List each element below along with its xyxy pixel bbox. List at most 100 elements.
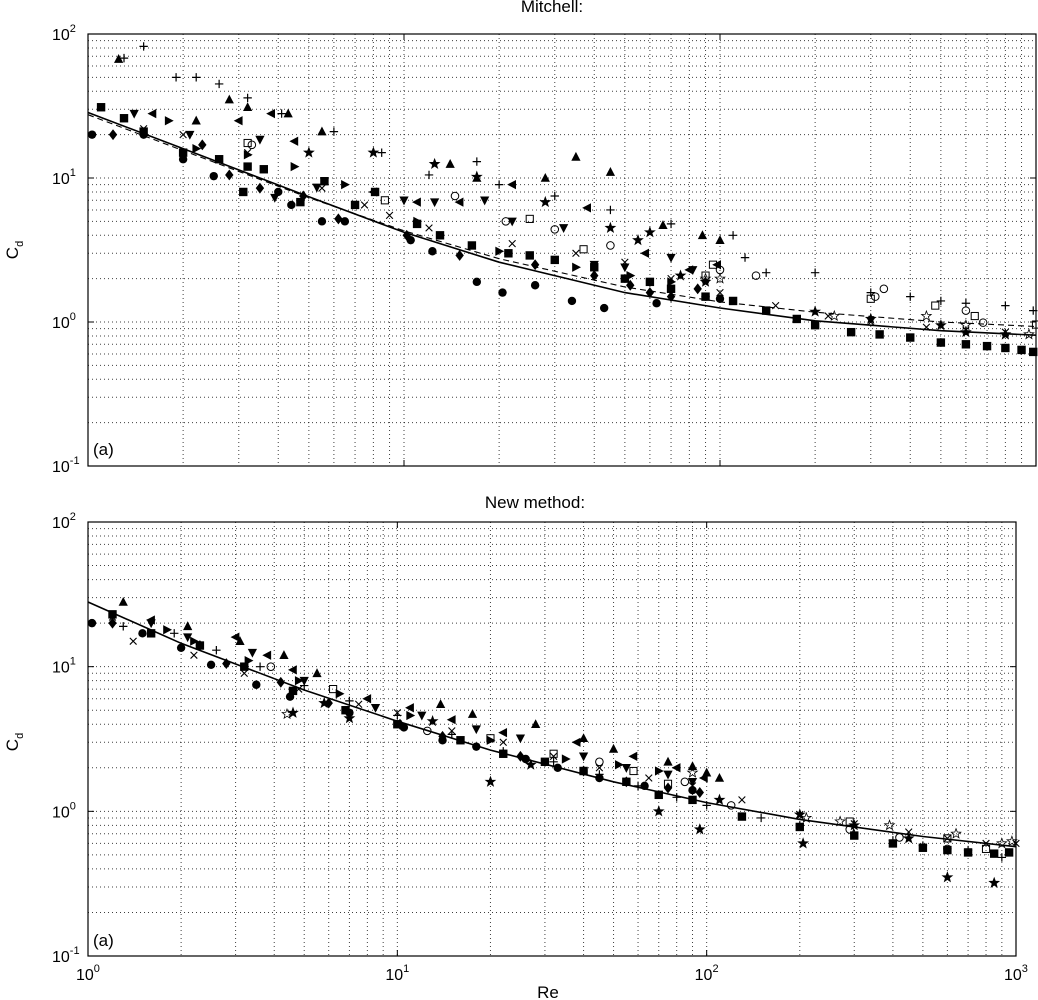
marker-x-cross xyxy=(824,312,832,320)
panel-title: New method: xyxy=(485,493,585,512)
marker-square-filled xyxy=(350,200,360,210)
marker-circle-filled xyxy=(176,643,186,653)
marker-circle-open xyxy=(751,271,761,280)
marker-plus xyxy=(795,821,804,830)
marker-plus xyxy=(702,801,711,810)
marker-square-filled xyxy=(214,155,224,164)
marker-triangle-down-filled xyxy=(299,676,309,686)
marker-star xyxy=(848,819,861,831)
marker-x-cross xyxy=(738,796,746,804)
marker-triangle-up-filled xyxy=(578,733,589,743)
marker-circle-filled xyxy=(317,217,327,226)
marker-circle-filled xyxy=(567,296,577,306)
marker-square-open xyxy=(701,271,710,280)
marker-circle-open xyxy=(961,306,971,315)
marker-circle-filled xyxy=(178,155,188,164)
marker-plus xyxy=(549,757,558,766)
marker-star xyxy=(941,871,954,883)
panel-label: (a) xyxy=(93,440,114,459)
marker-square-filled xyxy=(666,284,676,294)
marker-triangle-right-filled xyxy=(572,262,581,272)
marker-triangle-up-filled xyxy=(605,166,616,176)
marker-square-filled xyxy=(456,736,465,745)
marker-square-open xyxy=(981,844,991,853)
marker-square-open xyxy=(970,311,979,321)
marker-plus xyxy=(212,645,221,655)
marker-x-cross xyxy=(943,834,952,843)
marker-x-cross xyxy=(667,274,675,283)
marker-star xyxy=(426,714,439,727)
marker-x-cross xyxy=(621,258,629,266)
marker-x-cross xyxy=(243,148,252,157)
marker-plus xyxy=(963,845,973,855)
svg-text:Cd: Cd xyxy=(3,733,26,751)
grid xyxy=(88,522,1016,956)
marker-x-cross xyxy=(922,323,931,331)
marker-x-cross xyxy=(716,288,724,297)
marker-square-open xyxy=(943,834,952,843)
marker-triangle-up-filled xyxy=(531,719,541,729)
marker-triangle-right-filled xyxy=(190,636,199,646)
marker-circle-filled xyxy=(472,277,482,287)
panel-mitchell: Mitchell: 10-1 100 101 102 (a) Cd xyxy=(3,0,1038,476)
marker-triangle-up-filled xyxy=(715,235,725,244)
marker-circle-filled xyxy=(206,660,216,670)
y-tick-label: 100 xyxy=(52,800,76,821)
marker-star xyxy=(902,832,915,844)
marker-diamond-filled xyxy=(225,169,234,181)
marker-square-open xyxy=(866,294,875,303)
marker-triangle-down-filled xyxy=(620,263,630,273)
marker-circle-filled xyxy=(285,692,295,701)
marker-plus xyxy=(961,299,971,308)
marker-x-cross xyxy=(139,124,148,133)
marker-star xyxy=(470,170,483,182)
marker-circle-filled xyxy=(87,130,97,139)
marker-square-filled xyxy=(728,296,738,306)
marker-plus xyxy=(119,622,128,631)
marker-triangle-left-filled xyxy=(147,108,157,119)
marker-triangle-up-filled xyxy=(663,756,673,766)
marker-diamond-filled xyxy=(663,782,673,794)
marker-triangle-left-filled xyxy=(230,632,240,642)
marker-square-filled xyxy=(936,338,946,347)
marker-triangle-up-filled xyxy=(183,621,193,631)
marker-plus xyxy=(740,253,750,262)
marker-triangle-up-filled xyxy=(658,220,668,229)
marker-plus xyxy=(277,109,286,118)
marker-square-open xyxy=(931,301,940,310)
marker-circle-filled xyxy=(715,294,725,303)
marker-square-filled xyxy=(792,314,802,324)
marker-diamond-filled xyxy=(626,279,635,291)
marker-square-filled xyxy=(504,249,513,258)
marker-diamond-filled xyxy=(622,776,631,788)
marker-diamond-filled xyxy=(299,190,308,202)
marker-triangle-down-filled xyxy=(370,703,381,713)
marker-star xyxy=(367,146,380,158)
marker-square-filled xyxy=(989,849,999,858)
marker-square-filled xyxy=(296,197,305,207)
marker-star xyxy=(809,305,822,317)
marker-x-cross xyxy=(240,669,249,678)
marker-triangle-right-filled xyxy=(244,656,254,666)
marker-circle-open xyxy=(726,801,736,810)
marker-x-cross xyxy=(318,184,326,192)
marker-triangle-down-filled xyxy=(417,711,427,721)
marker-circle-filled xyxy=(209,171,218,181)
marker-triangle-up-filled xyxy=(714,772,725,782)
marker-triangle-left-filled xyxy=(362,694,372,704)
marker-square-filled xyxy=(654,790,663,800)
marker-square-filled xyxy=(108,610,117,619)
marker-square-open xyxy=(329,685,338,694)
marker-triangle-down-filled xyxy=(589,260,599,270)
marker-triangle-down-filled xyxy=(129,109,139,119)
marker-square-filled xyxy=(96,103,106,112)
marker-diamond-filled xyxy=(579,765,588,777)
marker-triangle-right-filled xyxy=(243,150,253,160)
marker-x-cross xyxy=(179,130,187,139)
marker-plus xyxy=(850,829,859,838)
marker-triangle-left-filled xyxy=(582,203,591,213)
marker-circle-open xyxy=(247,140,257,150)
plot-frame xyxy=(87,33,1037,467)
marker-circle-open xyxy=(550,225,560,234)
marker-square-open xyxy=(845,817,854,826)
